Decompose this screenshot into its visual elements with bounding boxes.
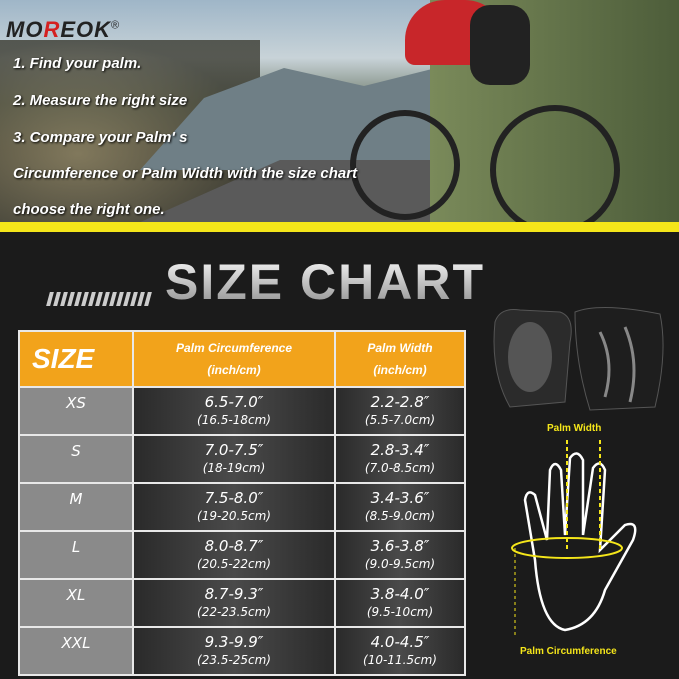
table-header: SIZE Palm Circumference (inch/cm) Palm Wi… (18, 330, 466, 388)
decorative-stripes (46, 292, 152, 306)
palm-circumference-label: Palm Circumference (520, 646, 617, 657)
header-width: Palm Width (inch/cm) (334, 330, 466, 388)
circumference-cell: 8.0-8.7″ (20.5-22cm) (132, 530, 336, 580)
table-row: XS 6.5-7.0″ (16.5-18cm) 2.2-2.8″ (5.5-7.0c… (18, 386, 466, 436)
size-cell: L (18, 530, 134, 580)
step-1: 1. Find your palm. (13, 55, 142, 72)
hand-diagram (511, 440, 637, 635)
palm-width-label: Palm Width (547, 423, 602, 434)
size-cell: XS (18, 386, 134, 436)
width-cell: 4.0-4.5″ (10-11.5cm) (334, 626, 466, 676)
circumference-cell: 9.3-9.9″ (23.5-25cm) (132, 626, 336, 676)
circumference-cell: 8.7-9.3″ (22-23.5cm) (132, 578, 336, 628)
width-cell: 3.4-3.6″ (8.5-9.0cm) (334, 482, 466, 532)
page-title: SIZE CHART (165, 254, 485, 310)
table-row: XXL 9.3-9.9″ (23.5-25cm) 4.0-4.5″ (10-11.5… (18, 626, 466, 676)
width-cell: 2.8-3.4″ (7.0-8.5cm) (334, 434, 466, 484)
circumference-cell: 7.0-7.5″ (18-19cm) (132, 434, 336, 484)
brand-logo: MOREOK® (6, 17, 121, 42)
size-cell: M (18, 482, 134, 532)
step-3: 3. Compare your Palm' s (13, 129, 188, 146)
table-row: L 8.0-8.7″ (20.5-22cm) 3.6-3.8″ (9.0-9.5cm… (18, 530, 466, 580)
header-circumference: Palm Circumference (inch/cm) (132, 330, 336, 388)
step-2: 2. Measure the right size (13, 92, 188, 109)
glove-image (493, 307, 664, 411)
size-cell: XXL (18, 626, 134, 676)
width-cell: 3.6-3.8″ (9.0-9.5cm) (334, 530, 466, 580)
table-row: M 7.5-8.0″ (19-20.5cm) 3.4-3.6″ (8.5-9.0cm… (18, 482, 466, 532)
table-row: S 7.0-7.5″ (18-19cm) 2.8-3.4″ (7.0-8.5cm) (18, 434, 466, 484)
hero-photo (0, 0, 679, 232)
accent-bar (0, 222, 679, 232)
width-cell: 3.8-4.0″ (9.5-10cm) (334, 578, 466, 628)
step-3-end: choose the right one. (13, 201, 165, 218)
circumference-cell: 7.5-8.0″ (19-20.5cm) (132, 482, 336, 532)
circumference-cell: 6.5-7.0″ (16.5-18cm) (132, 386, 336, 436)
size-cell: XL (18, 578, 134, 628)
width-cell: 2.2-2.8″ (5.5-7.0cm) (334, 386, 466, 436)
table-row: XL 8.7-9.3″ (22-23.5cm) 3.8-4.0″ (9.5-10cm… (18, 578, 466, 628)
size-cell: S (18, 434, 134, 484)
step-3-cont: Circumference or Palm Width with the siz… (13, 165, 358, 182)
size-table: SIZE Palm Circumference (inch/cm) Palm Wi… (18, 330, 466, 676)
header-size: SIZE (18, 330, 134, 388)
